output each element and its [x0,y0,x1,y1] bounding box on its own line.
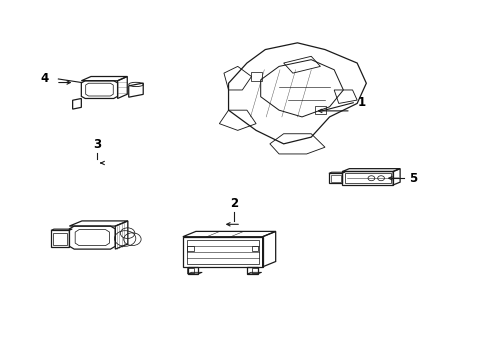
Text: 3: 3 [93,138,101,151]
Text: 1: 1 [357,96,366,109]
Text: 5: 5 [408,172,416,185]
Text: 4: 4 [41,72,49,85]
Text: 2: 2 [229,197,238,210]
